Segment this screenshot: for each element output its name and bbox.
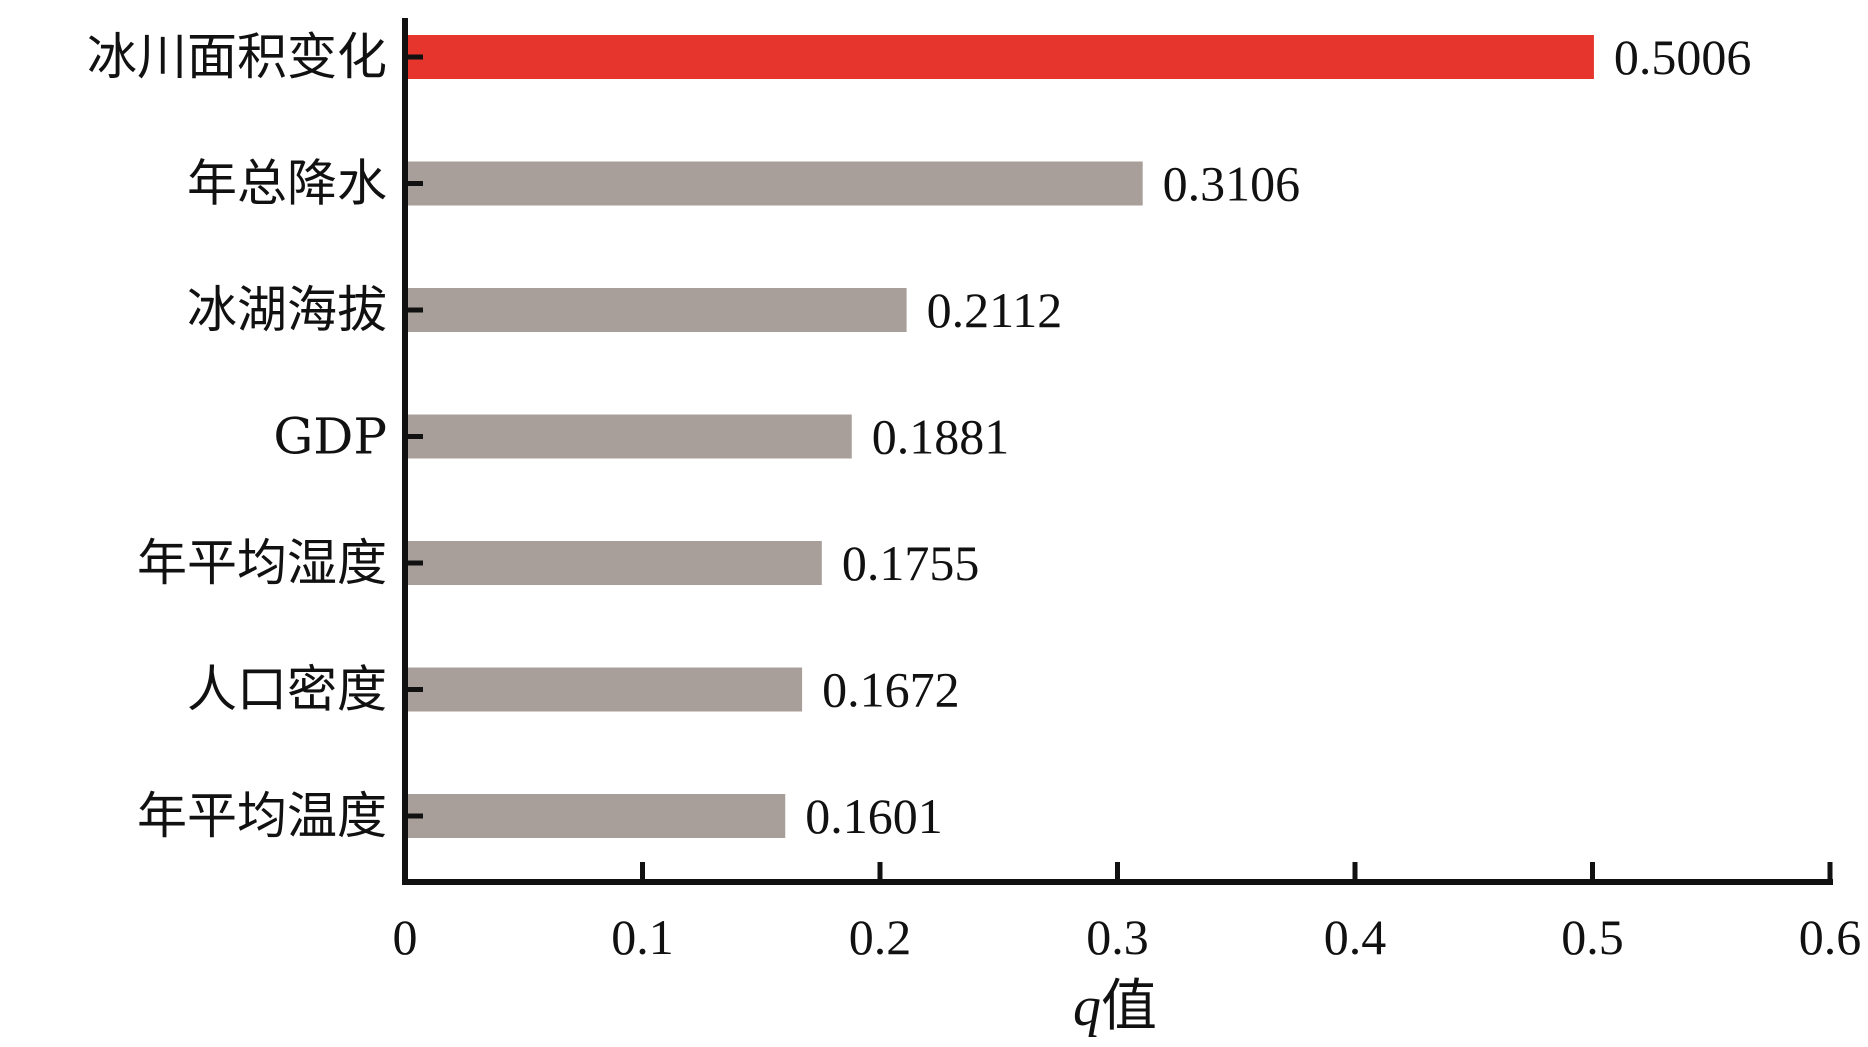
value-label: 0.1755 [842, 535, 980, 591]
bar-2 [405, 161, 1143, 206]
x-tick-label: 0.2 [849, 909, 912, 965]
value-label: 0.5006 [1614, 29, 1752, 85]
value-label: 0.1672 [822, 662, 960, 718]
value-label: 0.1881 [872, 409, 1010, 465]
bar-6 [405, 667, 803, 712]
x-tick-label: 0.4 [1324, 909, 1387, 965]
bars-group [405, 35, 1594, 838]
x-tick-label: 0.3 [1086, 909, 1149, 965]
x-tick-label: 0 [393, 909, 418, 965]
x-tick-label: 0.1 [611, 909, 674, 965]
x-ticks-group: 0 0.1 0.2 0.3 0.4 0.5 0.6 [393, 862, 1862, 965]
value-label: 0.3106 [1163, 156, 1301, 212]
x-tick-label: 0.5 [1561, 909, 1624, 965]
category-label: GDP [273, 408, 387, 466]
category-label: 冰湖海拔 [187, 281, 387, 339]
category-label: 人口密度 [187, 661, 387, 719]
category-label: 年平均湿度 [137, 534, 387, 592]
value-label: 0.1601 [805, 788, 943, 844]
bar-5 [405, 541, 822, 585]
bar-4 [405, 414, 852, 459]
category-label: 冰川面积变化 [87, 28, 387, 86]
bar-1 [405, 35, 1594, 79]
bar-7 [405, 794, 786, 838]
bar-3 [405, 288, 907, 332]
value-label: 0.2112 [927, 282, 1063, 338]
x-axis-title-suffix: 值 [1101, 976, 1157, 1038]
category-label: 年总降水 [187, 155, 387, 213]
x-axis-title-variable: q [1073, 976, 1101, 1038]
category-label: 年平均温度 [137, 787, 387, 845]
value-labels-group: 0.5006 0.3106 0.2112 0.1881 0.1755 0.1672 0.16… [805, 29, 1751, 844]
x-axis-title: q值 [1073, 976, 1157, 1038]
x-tick-label: 0.6 [1799, 909, 1862, 965]
